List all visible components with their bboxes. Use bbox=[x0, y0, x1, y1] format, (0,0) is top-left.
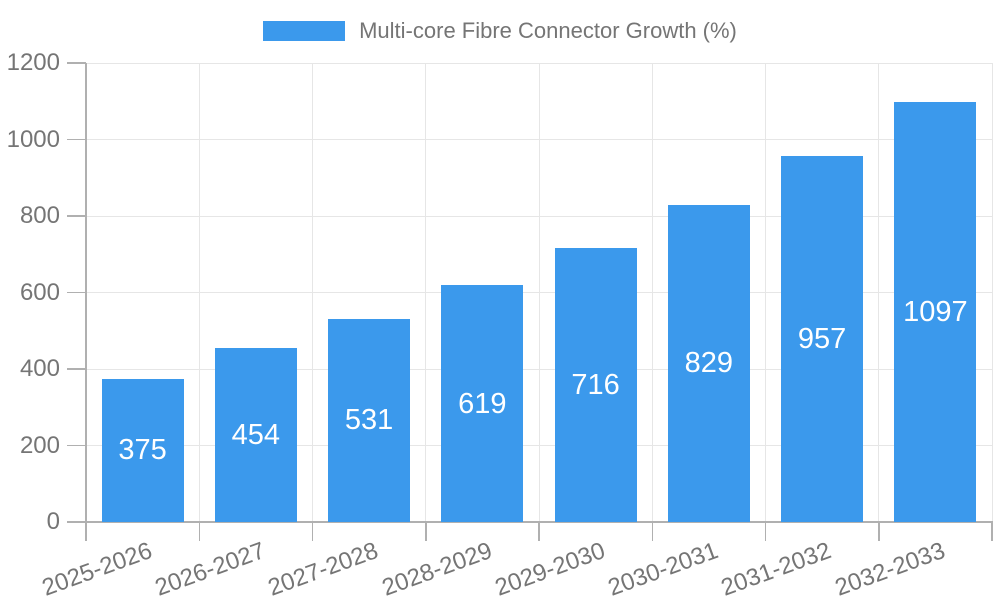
y-axis-tick bbox=[67, 368, 86, 370]
y-axis-tick bbox=[67, 62, 86, 64]
x-tick-label: 2030-2031 bbox=[604, 537, 722, 600]
x-tick-label: 2032-2033 bbox=[831, 537, 949, 600]
bar-value-label: 957 bbox=[797, 322, 847, 355]
gridline-vertical bbox=[198, 63, 200, 522]
gridline-vertical bbox=[651, 63, 653, 522]
y-axis-tick bbox=[67, 291, 86, 294]
bar-value-label: 619 bbox=[458, 387, 507, 420]
y-tick-label: 200 bbox=[19, 431, 60, 459]
x-tick-label: 2028-2029 bbox=[378, 537, 496, 600]
x-axis-tick bbox=[878, 522, 880, 541]
y-axis-tick bbox=[67, 444, 86, 447]
bar[interactable]: 957 bbox=[781, 155, 864, 522]
legend-swatch bbox=[263, 21, 346, 41]
bar-value-label: 829 bbox=[684, 347, 734, 380]
bar[interactable]: 1097 bbox=[894, 102, 977, 522]
legend-label: Multi-core Fibre Connector Growth (%) bbox=[359, 18, 737, 43]
gridline-vertical bbox=[312, 63, 313, 522]
x-axis-tick bbox=[85, 522, 87, 541]
bar-value-label: 1097 bbox=[903, 296, 968, 329]
y-tick-label: 400 bbox=[19, 355, 60, 382]
bar[interactable]: 454 bbox=[214, 348, 297, 522]
gridline-vertical bbox=[878, 63, 880, 522]
bar-value-label: 531 bbox=[344, 404, 394, 437]
bar[interactable]: 375 bbox=[101, 378, 184, 522]
gridline-vertical bbox=[991, 63, 993, 522]
x-tick-label: 2029-2030 bbox=[491, 537, 609, 600]
bar-value-label: 454 bbox=[231, 419, 281, 452]
x-axis-tick bbox=[425, 522, 427, 541]
gridline-vertical bbox=[765, 63, 766, 522]
x-axis-tick bbox=[198, 522, 200, 541]
bar[interactable]: 716 bbox=[554, 248, 637, 522]
y-tick-label: 0 bbox=[46, 508, 60, 535]
x-axis-tick bbox=[991, 522, 993, 541]
y-tick-label: 600 bbox=[19, 278, 60, 306]
bar-value-label: 375 bbox=[118, 434, 167, 467]
bar[interactable]: 829 bbox=[667, 204, 750, 522]
bar[interactable]: 619 bbox=[441, 285, 524, 522]
bar[interactable]: 531 bbox=[328, 318, 411, 522]
y-axis-tick bbox=[67, 215, 86, 217]
gridline-vertical bbox=[425, 63, 427, 522]
x-tick-label: 2025-2026 bbox=[38, 537, 156, 600]
bar-value-label: 716 bbox=[571, 369, 620, 402]
legend[interactable]: Multi-core Fibre Connector Growth (%) bbox=[0, 15, 1000, 47]
y-tick-label: 800 bbox=[19, 202, 60, 229]
y-axis-tick bbox=[67, 521, 86, 523]
x-axis-tick bbox=[311, 522, 314, 541]
x-tick-label: 2031-2032 bbox=[717, 537, 836, 600]
x-axis-tick bbox=[651, 522, 653, 541]
y-tick-label: 1200 bbox=[6, 49, 60, 76]
x-axis-tick bbox=[538, 522, 540, 541]
y-axis-tick bbox=[67, 138, 86, 141]
x-axis-tick bbox=[764, 522, 767, 541]
gridline-vertical bbox=[538, 63, 540, 522]
y-tick-label: 1000 bbox=[6, 125, 60, 153]
x-tick-label: 2026-2027 bbox=[151, 537, 269, 600]
x-tick-label: 2027-2028 bbox=[264, 537, 383, 600]
